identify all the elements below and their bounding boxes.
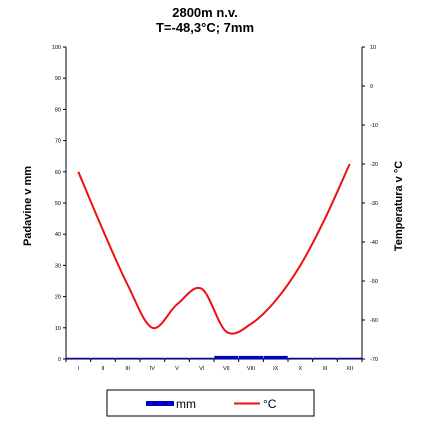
chart-title: 2800m n.v.: [172, 5, 238, 20]
x-tick-label: X: [298, 366, 302, 372]
y-right-tick-label: -50: [370, 279, 378, 285]
y-left-tick-label: 100: [52, 45, 61, 51]
precipitation-bar: [214, 355, 239, 359]
y-right-tick-label: -10: [370, 123, 378, 129]
x-tick-label: V: [175, 366, 179, 372]
legend-label-temp: °C: [263, 397, 277, 411]
y-left-tick-label: 10: [55, 326, 61, 332]
y-right-tick-label: 0: [370, 84, 373, 90]
y-right-tick-label: -20: [370, 162, 378, 168]
y-left-tick-label: 90: [55, 76, 61, 82]
y-right-tick-label: 10: [370, 45, 376, 51]
y-left-tick-label: 0: [58, 357, 61, 363]
y-left-tick-label: 20: [55, 295, 61, 301]
y-axis-right-label: Temperatura v °C: [393, 161, 405, 251]
x-tick-label: VIII: [247, 366, 256, 372]
y-left-tick-label: 50: [55, 201, 61, 207]
y-left-tick-label: 80: [55, 107, 61, 113]
legend-box: [106, 389, 315, 417]
precipitation-bar: [115, 357, 140, 359]
y-right-tick-label: -40: [370, 240, 378, 246]
y-left-tick-label: 30: [55, 263, 61, 269]
x-tick-label: IX: [273, 366, 279, 372]
x-tick-label: XI: [322, 366, 328, 372]
plot-area: 0102030405060708090100-70-60-50-40-30-20…: [52, 45, 378, 372]
y-left-tick-label: 40: [55, 232, 61, 238]
precipitation-bar: [238, 355, 264, 359]
x-tick-label: II: [101, 366, 105, 372]
y-left-tick-label: 60: [55, 170, 61, 176]
y-left-tick-label: 70: [55, 139, 61, 145]
legend-swatch-mm: [146, 401, 174, 406]
legend-label-mm: mm: [176, 397, 196, 411]
legend: mm °C: [106, 389, 315, 417]
x-tick-label: VII: [223, 366, 230, 372]
precipitation-bar: [140, 357, 165, 359]
precipitation-bar: [90, 357, 116, 359]
y-axis-left-label: Padavine v mm: [22, 166, 34, 246]
chart-subtitle: T=-48,3°C; 7mm: [156, 20, 254, 35]
y-right-tick-label: -30: [370, 201, 378, 207]
x-tick-label: I: [78, 366, 80, 372]
x-tick-label: VI: [199, 366, 205, 372]
x-tick-label: III: [125, 366, 130, 372]
temperature-line: [77, 163, 351, 335]
precipitation-bar: [312, 357, 338, 359]
x-tick-label: IV: [150, 366, 156, 372]
precipitation-bar: [263, 355, 288, 359]
precipitation-bar: [189, 357, 214, 359]
y-right-tick-label: -70: [370, 357, 378, 363]
precipitation-bar: [164, 357, 190, 359]
x-tick-label: XII: [346, 366, 353, 372]
precipitation-bar: [66, 357, 91, 359]
y-right-tick-label: -60: [370, 318, 378, 324]
precipitation-bar: [337, 357, 362, 359]
precipitation-bar: [288, 357, 313, 359]
